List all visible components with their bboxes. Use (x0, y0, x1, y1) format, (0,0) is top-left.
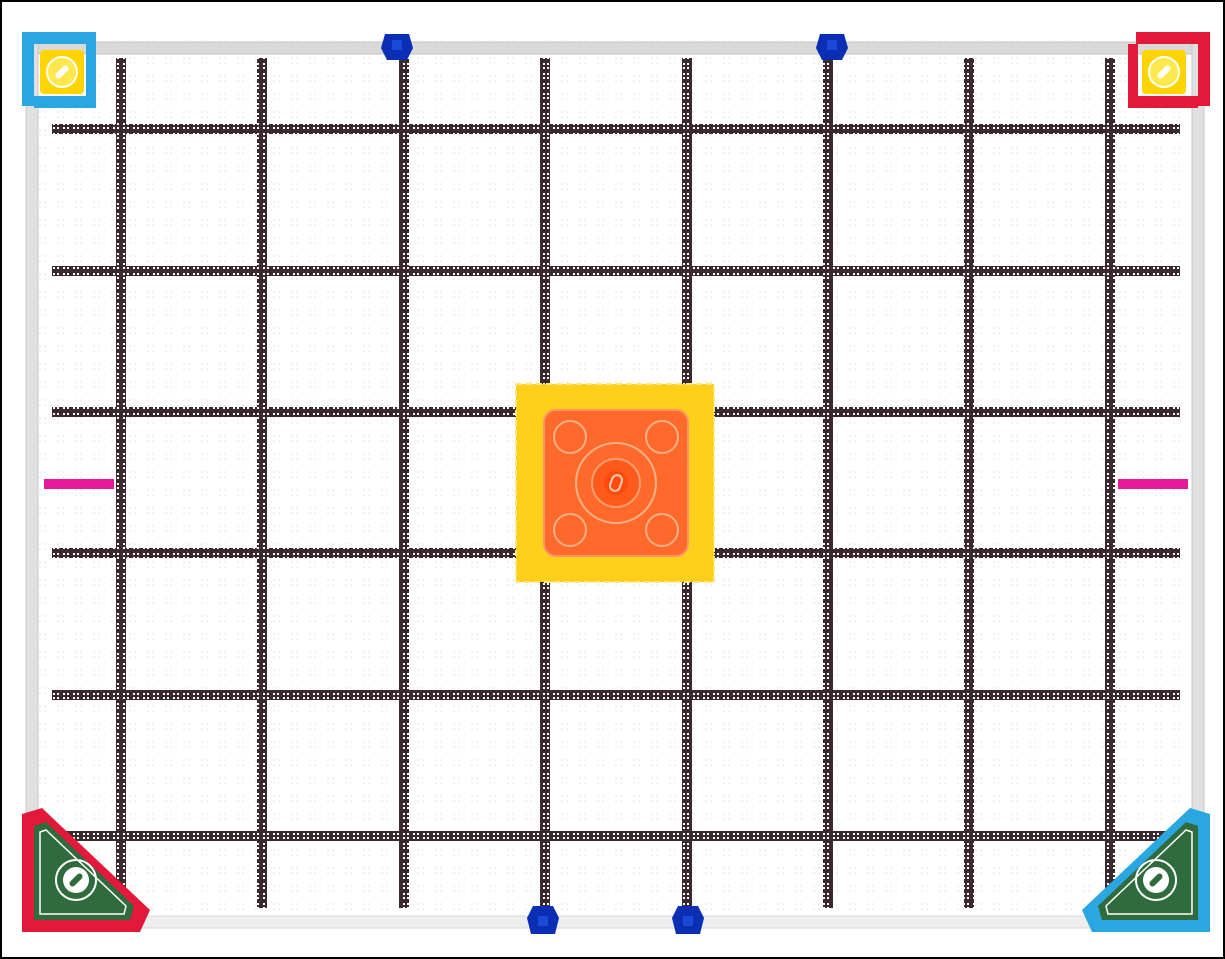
left-side-marker (44, 479, 114, 489)
wall-connector-top-1 (381, 34, 413, 60)
corner-goal-bottom-left (22, 808, 150, 932)
wall-connector-top-2 (816, 34, 848, 60)
grid-line-horizontal-6 (52, 831, 1180, 841)
grid-line-vertical-3 (399, 58, 409, 908)
center-platform (515, 383, 715, 583)
grid-line-horizontal-1 (52, 124, 1180, 134)
goal-ball-icon (1135, 859, 1177, 901)
grid-line-vertical-6 (823, 58, 833, 908)
corner-goal-top-right (1128, 32, 1210, 108)
grid-line-vertical-2 (257, 58, 267, 908)
right-side-marker (1118, 479, 1188, 489)
wall-connector-bottom-1 (527, 906, 559, 934)
corner-goal-top-left (22, 32, 96, 108)
grid-line-vertical-1 (116, 58, 126, 908)
grid-line-horizontal-2 (52, 266, 1180, 276)
grid-line-horizontal-5 (52, 690, 1180, 700)
grid-line-vertical-7 (964, 58, 974, 908)
grid-line-vertical-8 (1105, 58, 1115, 908)
corner-goal-bottom-right (1082, 808, 1210, 932)
wall-connector-bottom-2 (672, 906, 704, 934)
goal-ball-icon (55, 859, 97, 901)
